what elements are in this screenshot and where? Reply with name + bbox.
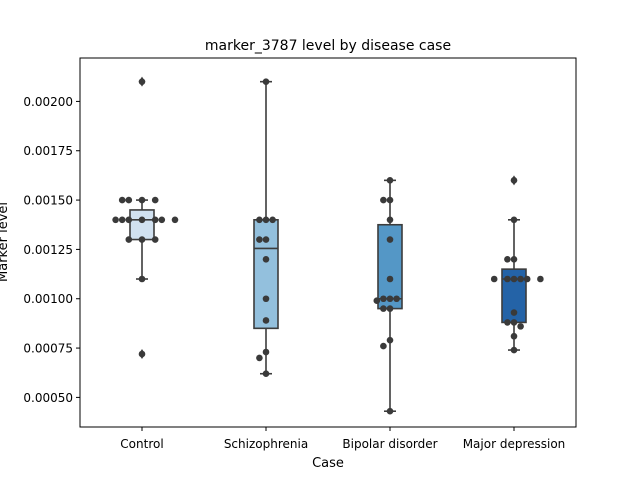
data-point xyxy=(380,295,387,303)
data-point xyxy=(262,370,270,378)
y-tick-label: 0.00050 xyxy=(23,391,73,405)
data-point xyxy=(262,295,270,303)
data-point xyxy=(386,177,394,184)
data-point xyxy=(158,216,166,224)
data-point xyxy=(171,216,179,224)
data-point xyxy=(393,295,400,303)
swarm-group xyxy=(373,177,400,415)
data-point xyxy=(504,319,511,326)
x-axis: Control Schizophrenia Bipolar disorder Majo… xyxy=(120,427,565,451)
data-point xyxy=(138,78,146,85)
box-iqr xyxy=(129,209,155,241)
x-axis-label: Case xyxy=(312,456,344,471)
data-point xyxy=(380,196,387,204)
data-point xyxy=(490,275,498,283)
data-point xyxy=(386,236,394,243)
data-point xyxy=(138,196,146,204)
data-point xyxy=(523,275,531,283)
data-point xyxy=(380,305,387,312)
data-point xyxy=(386,295,394,303)
data-point xyxy=(386,305,394,312)
box-group xyxy=(129,76,155,359)
data-point xyxy=(510,255,518,263)
y-tick-label: 0.00150 xyxy=(23,194,73,208)
x-tick-label: Major depression xyxy=(463,437,566,451)
data-point xyxy=(537,275,544,283)
chart-title: marker_3787 level by disease case xyxy=(205,38,451,54)
data-point xyxy=(138,236,146,243)
data-point xyxy=(118,196,126,204)
axes-frame xyxy=(79,57,577,428)
data-point xyxy=(510,216,518,224)
data-point xyxy=(151,236,159,243)
y-tick-label: 0.00200 xyxy=(23,95,73,109)
data-point xyxy=(262,317,270,324)
data-point xyxy=(510,309,518,316)
y-tick-label: 0.00125 xyxy=(23,243,73,257)
data-point xyxy=(256,216,263,224)
data-point xyxy=(125,216,133,224)
data-point xyxy=(256,354,263,362)
data-point xyxy=(373,297,381,305)
data-point xyxy=(380,342,387,350)
data-point xyxy=(262,216,270,224)
data-point xyxy=(262,348,270,356)
data-point xyxy=(125,196,133,204)
data-point xyxy=(138,350,146,358)
data-point xyxy=(386,407,394,415)
data-point xyxy=(256,236,263,243)
x-tick-label: Schizophrenia xyxy=(224,437,308,451)
data-point xyxy=(386,336,394,344)
swarm-group xyxy=(256,78,276,378)
x-tick-label: Bipolar disorder xyxy=(342,437,437,451)
data-point xyxy=(386,275,394,283)
data-point xyxy=(262,255,270,263)
y-axis-label: Marker level xyxy=(0,202,11,282)
data-point xyxy=(386,196,394,204)
data-point xyxy=(112,216,119,224)
swarm-group xyxy=(490,177,544,354)
data-point xyxy=(517,275,524,283)
data-point xyxy=(262,78,270,85)
data-point xyxy=(510,319,518,326)
data-point xyxy=(138,216,146,224)
x-tick-label: Control xyxy=(120,437,163,451)
data-point xyxy=(504,255,511,263)
data-point xyxy=(510,346,518,354)
y-tick-label: 0.00175 xyxy=(23,144,73,158)
y-tick-label: 0.00100 xyxy=(23,292,73,306)
data-point xyxy=(269,216,276,224)
data-point xyxy=(262,236,270,243)
data-point xyxy=(118,216,126,224)
data-point xyxy=(386,216,394,224)
y-axis: 0.00050 0.00075 0.00100 0.00125 0.00150 0.001… xyxy=(23,95,80,405)
plot-area xyxy=(112,76,544,415)
data-point xyxy=(138,275,146,283)
data-point xyxy=(125,236,133,243)
y-tick-label: 0.00075 xyxy=(23,342,73,356)
data-point xyxy=(151,216,159,224)
data-point xyxy=(510,332,518,340)
data-point xyxy=(510,177,518,184)
data-point xyxy=(151,196,159,204)
box-iqr xyxy=(253,219,279,330)
data-point xyxy=(510,275,518,283)
swarm-group xyxy=(112,78,179,358)
data-point xyxy=(517,323,524,330)
data-point xyxy=(504,275,511,283)
